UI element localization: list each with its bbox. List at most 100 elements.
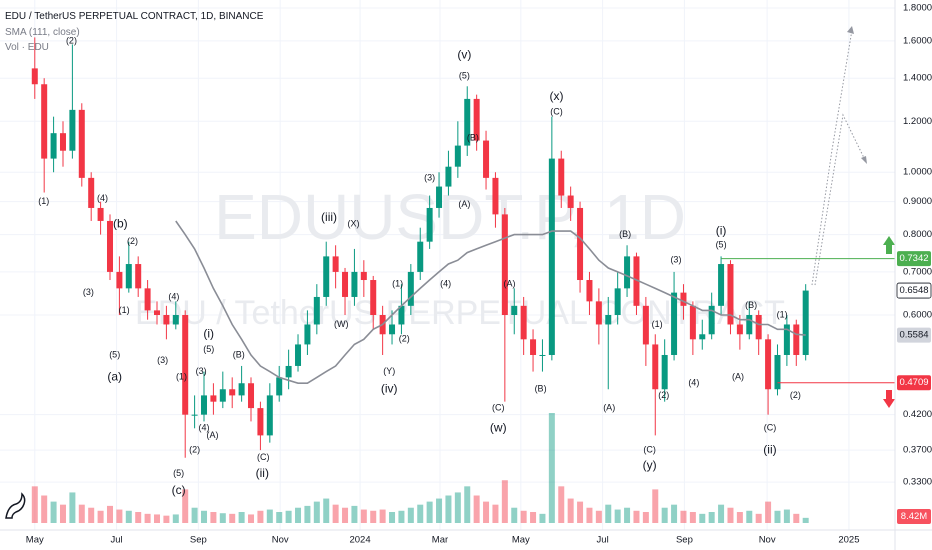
wave-label: (A) [603, 402, 615, 412]
y-tick-label: 1.8000 [903, 2, 932, 13]
candle-body [614, 288, 621, 315]
candle-body [765, 339, 772, 390]
candle-body [595, 301, 602, 325]
legend: EDU / TetherUS PERPETUAL CONTRACT, 1D, B… [5, 11, 264, 53]
candle-body [154, 310, 161, 315]
wave-label: (C) [643, 444, 656, 454]
wave-label: (3) [196, 366, 207, 376]
volume-bar [642, 512, 649, 523]
wave-label: (iv) [381, 381, 398, 395]
wave-label: (A) [206, 430, 218, 440]
y-tick-label: 1.4000 [903, 73, 932, 84]
candle-body [586, 280, 593, 302]
volume-bar [313, 501, 320, 523]
volume-bar [163, 515, 170, 523]
volume-bar [718, 504, 725, 523]
volume-bar [342, 507, 349, 523]
candle-body [454, 145, 461, 167]
x-tick-label: Mar [432, 535, 448, 546]
candle-body [718, 264, 725, 306]
wave-label: (4) [168, 291, 179, 301]
volume-bar [445, 495, 452, 523]
volume-bar [219, 513, 226, 523]
volume-bar [689, 512, 696, 523]
volume-bar [59, 504, 66, 523]
candle-body [689, 305, 696, 340]
y-tick-label: 1.2000 [903, 116, 932, 127]
candle-body [106, 220, 113, 272]
x-tick-label: Jul [597, 535, 609, 546]
wave-label: (W) [334, 319, 349, 329]
wave-label: (B) [233, 349, 245, 359]
volume-bar [154, 514, 161, 523]
up-arrow [883, 236, 895, 254]
wave-label: (C) [764, 423, 777, 433]
volume-pane [31, 413, 809, 523]
candle-body [144, 288, 151, 311]
wave-label: (B) [619, 229, 631, 239]
candle-body [473, 98, 480, 141]
volume-bar [793, 513, 800, 523]
x-tick-label: 2025 [838, 535, 859, 546]
candle-body [257, 408, 264, 436]
candle-body [398, 305, 405, 325]
wave-label: (C) [257, 452, 270, 462]
x-tick-label: May [26, 535, 44, 546]
candle-body [633, 256, 640, 306]
overlay [721, 26, 895, 408]
volume-bar [69, 492, 76, 523]
wave-label: (i) [203, 326, 214, 340]
candle-body [802, 290, 809, 355]
volume-bar [755, 513, 762, 523]
y-tick-label: 0.3700 [903, 445, 932, 456]
wave-label: (B) [535, 384, 547, 394]
level-price-label: 0.4709 [899, 377, 928, 388]
sma-price-box [897, 327, 931, 343]
volume-bar [708, 512, 715, 523]
volume-bar [765, 501, 772, 523]
volume-bar [530, 512, 537, 523]
projection-line [811, 29, 853, 286]
wave-label: (ii) [763, 442, 776, 456]
logo-icon [5, 492, 26, 519]
wave-label: (5) [459, 71, 470, 81]
volume-bar [802, 517, 809, 523]
candle-body [219, 389, 226, 402]
wave-label: (1) [119, 305, 130, 315]
wave-label: (A) [458, 199, 470, 209]
volume-bar [426, 501, 433, 523]
volume-bar [125, 510, 132, 523]
candle-body [248, 383, 255, 409]
candle-body [31, 68, 38, 85]
wave-label: (a) [107, 370, 122, 384]
logo [5, 492, 26, 519]
candle-body [567, 195, 574, 208]
candle-body [417, 241, 424, 272]
x-tick-label: May [512, 535, 530, 546]
wave-label: (B) [467, 132, 479, 142]
volume-bar [501, 480, 508, 523]
volume-bar [624, 507, 631, 523]
candle-body [69, 109, 76, 151]
candle-body [426, 207, 433, 242]
volume-bar [483, 501, 490, 523]
volume-bar [172, 514, 179, 523]
volume-bar [135, 512, 142, 523]
wave-label: (5) [203, 344, 214, 354]
wave-label: (4) [97, 193, 108, 203]
volume-bar [266, 509, 273, 523]
volume-bar [144, 513, 151, 523]
candle-body [285, 365, 292, 378]
candle-body [652, 344, 659, 390]
volume-bar [304, 505, 311, 523]
wave-label: (2) [189, 444, 200, 454]
volume-bar [389, 512, 396, 523]
sma-legend: SMA (111, close) [5, 27, 80, 38]
wave-label: (5) [109, 349, 120, 359]
candle-body [125, 264, 132, 289]
candle-body [342, 271, 349, 297]
volume-bar [614, 509, 621, 523]
wave-label: (A) [504, 279, 516, 289]
volume-bar [370, 510, 377, 523]
volume-bar [548, 413, 555, 523]
